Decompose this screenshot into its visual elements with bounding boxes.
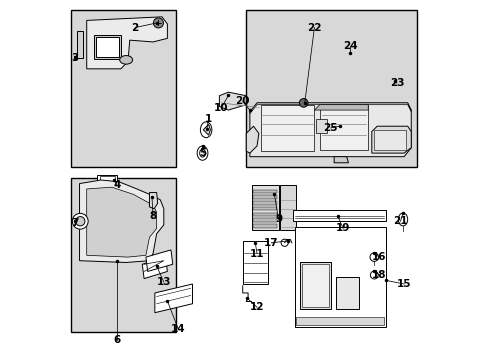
Polygon shape	[253, 190, 276, 193]
Text: 23: 23	[389, 78, 404, 88]
Text: 19: 19	[335, 224, 349, 233]
Text: 9: 9	[274, 215, 282, 224]
Ellipse shape	[299, 99, 307, 107]
Bar	[70, 10, 176, 167]
Polygon shape	[253, 201, 276, 205]
Text: 4: 4	[113, 180, 121, 190]
Text: 2: 2	[131, 23, 139, 33]
Polygon shape	[203, 125, 210, 135]
Ellipse shape	[72, 213, 88, 229]
Text: 1: 1	[204, 114, 212, 124]
Polygon shape	[80, 180, 163, 262]
Bar	[316, 119, 326, 134]
Text: 5: 5	[199, 148, 206, 158]
Bar	[279, 185, 295, 230]
Polygon shape	[219, 92, 246, 110]
Polygon shape	[253, 219, 276, 222]
Text: 20: 20	[235, 96, 249, 106]
Polygon shape	[371, 126, 410, 153]
Text: 3: 3	[71, 53, 79, 63]
Polygon shape	[155, 284, 192, 313]
Text: 8: 8	[149, 211, 156, 221]
Ellipse shape	[120, 55, 132, 64]
Ellipse shape	[153, 18, 163, 28]
Polygon shape	[260, 105, 314, 151]
Bar	[97, 175, 117, 185]
Text: 22: 22	[306, 23, 321, 33]
Polygon shape	[314, 105, 367, 110]
Polygon shape	[253, 195, 276, 199]
Text: 24: 24	[342, 41, 357, 50]
Bar	[301, 264, 328, 307]
Text: 11: 11	[249, 248, 264, 258]
Text: 16: 16	[371, 252, 386, 262]
Text: 7: 7	[71, 218, 79, 228]
Bar	[251, 185, 278, 230]
Polygon shape	[249, 103, 410, 114]
Bar	[292, 210, 386, 221]
Bar	[246, 10, 416, 167]
Polygon shape	[319, 105, 367, 149]
Text: 15: 15	[396, 279, 410, 289]
Text: 25: 25	[323, 123, 337, 133]
Text: 17: 17	[264, 238, 278, 248]
Bar	[70, 178, 176, 332]
Text: 6: 6	[113, 334, 121, 345]
Polygon shape	[294, 226, 386, 327]
Text: 13: 13	[156, 277, 171, 287]
Polygon shape	[253, 213, 276, 216]
Text: 18: 18	[371, 270, 386, 280]
Polygon shape	[86, 17, 167, 69]
Bar	[296, 318, 384, 325]
Bar	[373, 130, 405, 149]
Polygon shape	[142, 257, 167, 279]
Polygon shape	[149, 193, 158, 209]
Bar	[77, 31, 83, 58]
Polygon shape	[333, 157, 348, 163]
Polygon shape	[246, 126, 258, 153]
Polygon shape	[249, 103, 410, 157]
Bar	[335, 277, 359, 309]
Text: 14: 14	[170, 324, 185, 334]
Bar	[242, 241, 267, 284]
Polygon shape	[253, 224, 276, 228]
Polygon shape	[86, 187, 156, 257]
Bar	[300, 262, 330, 309]
Ellipse shape	[76, 217, 85, 226]
Polygon shape	[253, 207, 276, 211]
Bar	[96, 37, 119, 57]
Text: 21: 21	[392, 216, 407, 226]
Text: 12: 12	[249, 302, 264, 312]
Polygon shape	[145, 250, 172, 271]
Bar	[100, 176, 115, 183]
Bar	[94, 36, 121, 59]
Text: 10: 10	[214, 103, 228, 113]
